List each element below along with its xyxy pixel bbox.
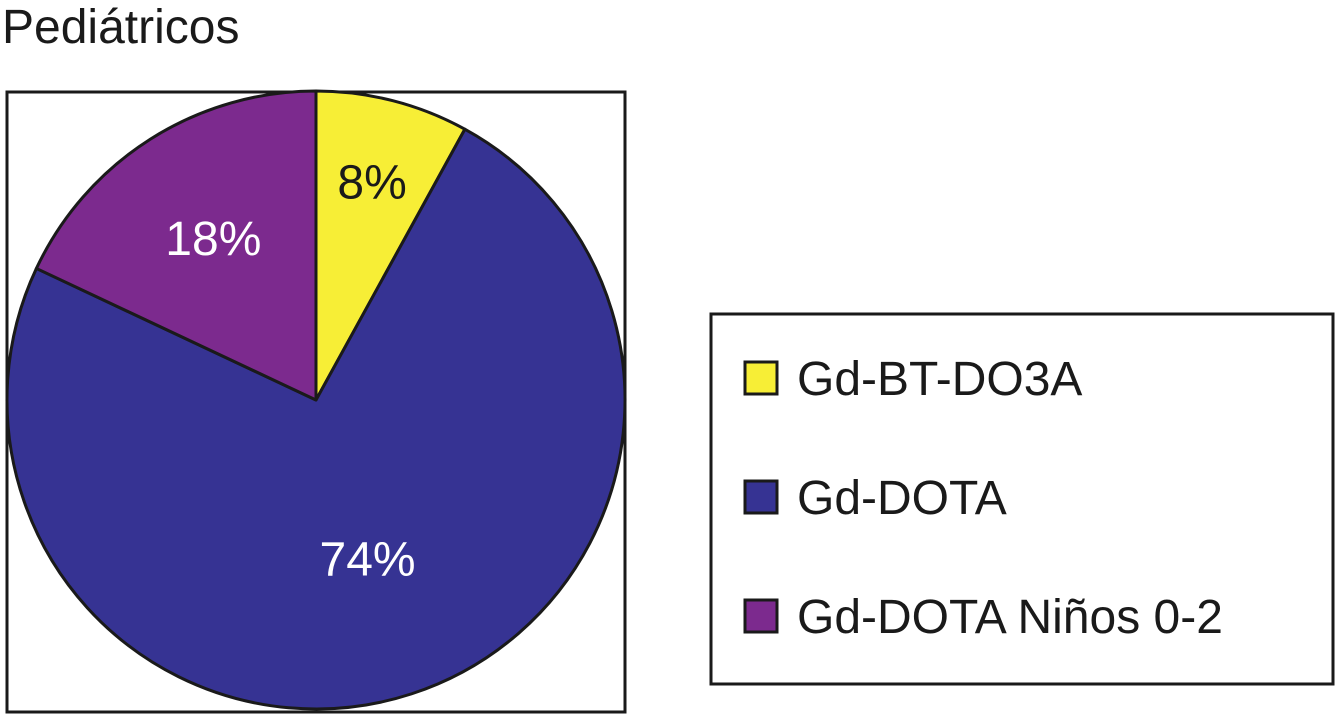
legend-label-3: Gd-DOTA Niños 0-2 [797, 591, 1223, 644]
legend: Gd-BT-DO3A Gd-DOTA Gd-DOTA Niños 0-2 [743, 353, 1223, 644]
pie-slice-1 [314, 89, 467, 402]
pie-slices [5, 89, 627, 711]
pie-slice-3 [34, 89, 318, 402]
pie-slice-2 [5, 127, 627, 711]
legend-label-1: Gd-BT-DO3A [797, 353, 1082, 406]
pie-data-label-3: 18% [165, 213, 261, 266]
pie-data-labels: 8% 74% 18% [165, 157, 415, 587]
legend-swatch-1 [743, 360, 779, 396]
chart-title: Pediátricos [2, 1, 240, 54]
legend-swatch-3 [743, 598, 779, 634]
pie-data-label-2: 74% [320, 534, 416, 587]
pie-data-label-1: 8% [337, 157, 406, 210]
legend-label-2: Gd-DOTA [797, 472, 1007, 525]
legend-frame [709, 312, 1335, 686]
legend-swatch-2 [743, 479, 779, 515]
